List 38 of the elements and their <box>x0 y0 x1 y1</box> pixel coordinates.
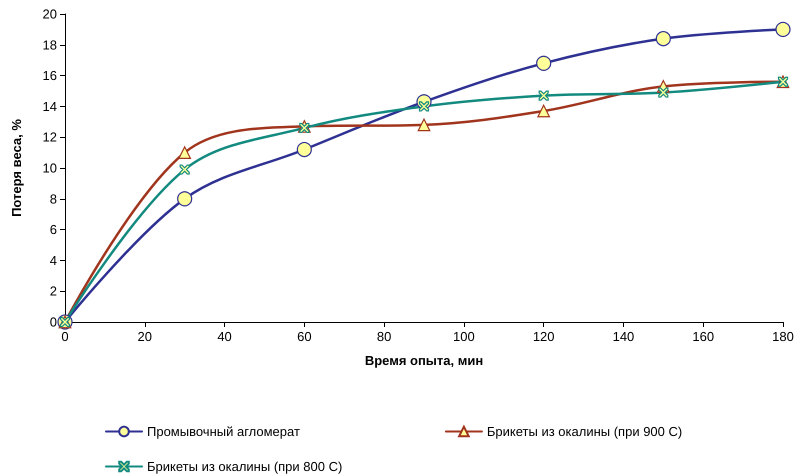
point <box>538 90 549 101</box>
y-tick-label: 16 <box>42 68 57 84</box>
legend-label: Промывочный агломерат <box>147 424 300 439</box>
y-axis-title: Потеря веса, % <box>9 118 24 217</box>
point <box>296 142 312 158</box>
point <box>537 104 550 118</box>
point <box>775 22 791 37</box>
x-tick-label: 100 <box>453 329 475 344</box>
x-tick-label: 40 <box>217 329 232 344</box>
point <box>177 191 192 206</box>
y-tick-label: 18 <box>42 37 57 52</box>
point <box>180 164 190 175</box>
point <box>418 118 430 132</box>
y-tick-label: 0 <box>50 314 57 330</box>
point <box>299 122 310 134</box>
point <box>178 146 192 159</box>
y-tick-label: 8 <box>50 191 57 206</box>
x-axis-title: Время опыта, мин <box>364 353 484 368</box>
point <box>536 56 552 71</box>
x-tick-label: 160 <box>692 329 714 344</box>
point <box>658 87 668 98</box>
x-tick-label: 180 <box>772 329 794 344</box>
x-tick-label: 60 <box>297 329 312 344</box>
point <box>656 31 671 46</box>
x-tick-label: 140 <box>612 329 634 344</box>
x-tick-label: 20 <box>138 329 152 344</box>
x-tick-label: 120 <box>532 329 555 344</box>
legend-label: Брикеты из окалины (при 900 С) <box>486 424 682 439</box>
legend-label: Брикеты из окалины (при 800 С) <box>147 459 342 474</box>
x-tick-label: 80 <box>376 329 392 344</box>
y-tick-label: 4 <box>50 252 57 268</box>
y-tick-label: 2 <box>50 284 57 299</box>
y-tick-label: 10 <box>42 160 57 176</box>
y-tick-label: 14 <box>42 98 57 114</box>
y-tick-label: 12 <box>42 130 57 145</box>
y-tick-label: 6 <box>50 222 57 238</box>
x-tick-label: 0 <box>61 329 69 344</box>
y-tick-label: 20 <box>42 6 57 22</box>
